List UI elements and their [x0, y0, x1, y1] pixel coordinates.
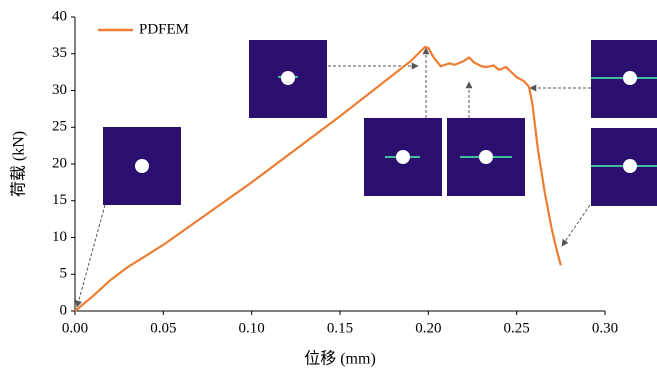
y-tick-label: 40 [52, 8, 67, 24]
x-axis-title: 位移 (mm) [304, 350, 376, 368]
y-tick-label: 35 [52, 45, 67, 61]
x-tick-label: 0.20 [415, 320, 441, 336]
y-tick-label: 5 [60, 266, 68, 282]
y-axis-title: 荷载 (kN) [10, 131, 28, 197]
x-tick-label: 0.25 [504, 320, 530, 336]
y-tick-label: 25 [52, 119, 67, 135]
chart: 位移 (mm) 荷载 (kN) 0 5 10 15 20 25 30 35 40 0.00 0.05… [0, 0, 657, 370]
insets [77, 40, 657, 307]
y-tick-label: 0 [60, 302, 68, 318]
x-tick-label: 0.10 [239, 320, 265, 336]
x-tick-label: 0.30 [592, 320, 618, 336]
legend-label: PDFEM [139, 21, 189, 37]
x-tick-label: 0.00 [62, 320, 88, 336]
y-tick-label: 10 [52, 229, 67, 245]
y-tick-label: 15 [52, 192, 67, 208]
y-tick-label: 20 [52, 155, 67, 171]
y-tick-label: 30 [52, 82, 67, 98]
x-tick-label: 0.05 [150, 320, 176, 336]
x-tick-label: 0.15 [327, 320, 353, 336]
